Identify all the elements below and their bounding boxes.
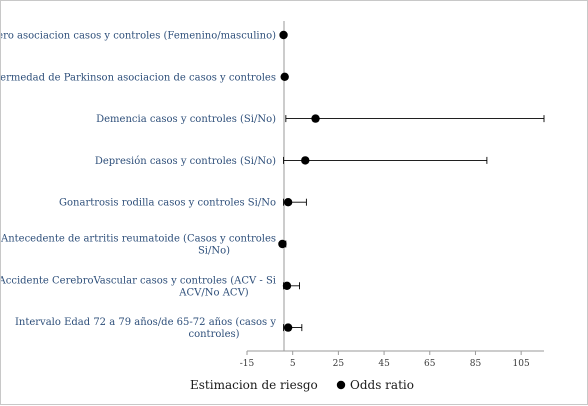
category-label: Enfermedad de Parkinson asociacion de ca… bbox=[1, 72, 276, 83]
x-tick-label: -15 bbox=[240, 359, 255, 369]
odds-ratio-point bbox=[301, 156, 310, 165]
legend-marker-odds-ratio bbox=[336, 380, 346, 390]
legend-label-odds-ratio: Odds ratio bbox=[350, 378, 414, 392]
plot-marks bbox=[278, 30, 545, 332]
odds-ratio-point bbox=[283, 198, 293, 207]
x-tick-label: 25 bbox=[333, 359, 345, 369]
category-label: Gonartrosis rodilla casos y controles Si… bbox=[59, 198, 276, 209]
x-axis-label: Estimacion de riesgo bbox=[190, 378, 318, 392]
legend: Estimacion de riesgo Odds ratio bbox=[190, 378, 414, 392]
category-label: Si/No) bbox=[198, 246, 230, 257]
odds-ratio-point bbox=[278, 239, 287, 249]
x-tick-label: 65 bbox=[424, 359, 436, 369]
x-axis: -15 5 25 45 65 85 105 bbox=[240, 21, 544, 369]
category-label: Depresión casos y controles (Si/No) bbox=[95, 156, 276, 167]
odds-ratio-point bbox=[283, 323, 293, 332]
category-label: Genero asociacion casos y controles (Fem… bbox=[1, 31, 276, 42]
x-tick-label: 85 bbox=[470, 359, 482, 369]
category-label: ACV/No ACV) bbox=[178, 287, 249, 298]
category-labels: Genero asociacion casos y controles (Fem… bbox=[1, 31, 276, 341]
category-label: Accidente CerebroVascular casos y contro… bbox=[1, 275, 276, 286]
x-tick-label: 45 bbox=[378, 359, 390, 369]
category-label: Intervalo Edad 72 a 79 años/de 65-72 año… bbox=[15, 317, 276, 328]
x-tick-label: 5 bbox=[290, 359, 296, 369]
odds-ratio-point bbox=[280, 72, 289, 82]
category-label: controles) bbox=[188, 329, 239, 340]
odds-ratio-point bbox=[279, 30, 288, 40]
category-label: Demencia casos y controles (Si/No) bbox=[96, 114, 276, 125]
x-tick-label: 105 bbox=[513, 359, 530, 369]
category-label: Antecedente de artritis reumatoide (Caso… bbox=[1, 234, 276, 245]
odds-ratio-point bbox=[282, 281, 292, 290]
odds-ratio-point bbox=[311, 114, 320, 123]
